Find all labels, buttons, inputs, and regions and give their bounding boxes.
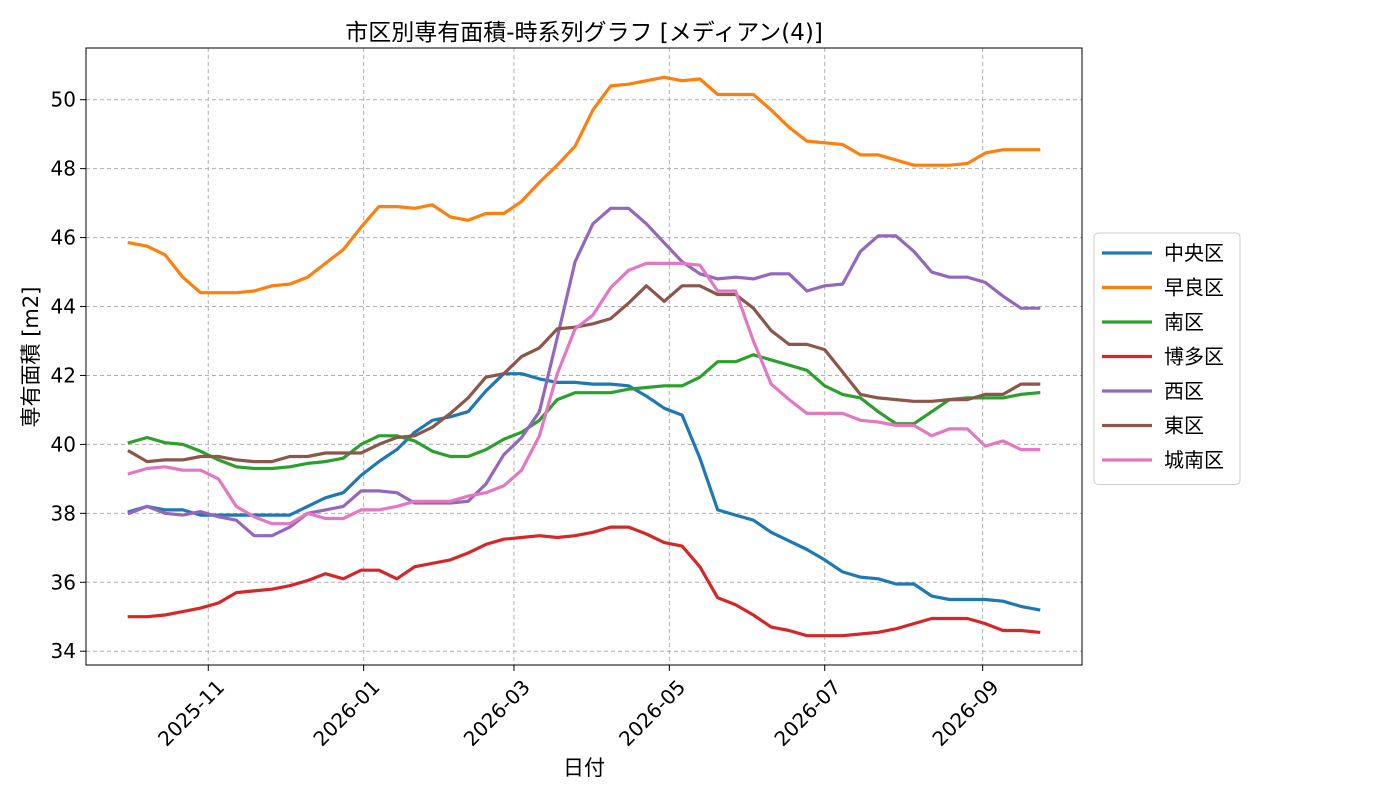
- x-tick-label: 2026-05: [614, 675, 690, 751]
- series-line-5: [127, 284, 1041, 464]
- y-tick-label: 44: [51, 295, 76, 319]
- grid: [86, 48, 1082, 665]
- series-line-0: [127, 372, 1041, 612]
- series-line-4: [127, 206, 1041, 538]
- legend-label: 中央区: [1164, 241, 1224, 265]
- x-tick-label: 2026-09: [927, 675, 1003, 751]
- x-axis-ticks: 2025-11 2026-01 2026-03 2026-05 2026-07 2026-…: [153, 665, 1004, 751]
- x-tick-label: 2025-11: [153, 675, 229, 751]
- y-tick-label: 34: [51, 639, 76, 663]
- legend-label: 東区: [1164, 414, 1204, 438]
- legend-label: 博多区: [1164, 345, 1224, 369]
- legend-item: 南区: [1102, 310, 1204, 334]
- legend-label: 西区: [1164, 379, 1204, 403]
- x-tick-label: 2026-01: [308, 675, 384, 751]
- series-line-2: [127, 353, 1041, 471]
- legend-label: 南区: [1164, 310, 1204, 334]
- y-axis-ticks: 34 36 38 40 42 44 46 48 50: [51, 88, 86, 663]
- legend-label: 城南区: [1164, 448, 1224, 472]
- legend-item: 西区: [1102, 379, 1204, 403]
- legend-item: 早良区: [1102, 276, 1224, 300]
- y-tick-label: 46: [51, 226, 76, 250]
- legend-item: 博多区: [1102, 345, 1224, 369]
- x-tick-label: 2026-03: [459, 675, 535, 751]
- y-tick-label: 38: [51, 501, 76, 525]
- series-lines: [127, 75, 1041, 638]
- x-tick-label: 2026-07: [770, 675, 846, 751]
- y-axis-label: 専有面積 [m2]: [19, 287, 43, 428]
- series-line-6: [127, 261, 1041, 526]
- legend-box: [1093, 232, 1241, 485]
- y-tick-label: 50: [51, 88, 76, 112]
- legend-label: 早良区: [1164, 276, 1224, 300]
- y-tick-label: 40: [51, 432, 76, 456]
- legend-item: 東区: [1102, 414, 1204, 438]
- y-tick-label: 36: [51, 570, 76, 594]
- y-tick-label: 48: [51, 157, 76, 181]
- plot-frame: [85, 47, 1083, 666]
- legend-item: 城南区: [1102, 448, 1224, 472]
- x-axis-label: 日付: [563, 756, 605, 780]
- chart-title: 市区別専有面積-時系列グラフ [メディアン(4)]: [345, 20, 823, 46]
- series-line-1: [127, 75, 1041, 295]
- legend-item: 中央区: [1102, 241, 1224, 265]
- series-line-3: [127, 525, 1041, 638]
- y-tick-label: 42: [51, 363, 76, 387]
